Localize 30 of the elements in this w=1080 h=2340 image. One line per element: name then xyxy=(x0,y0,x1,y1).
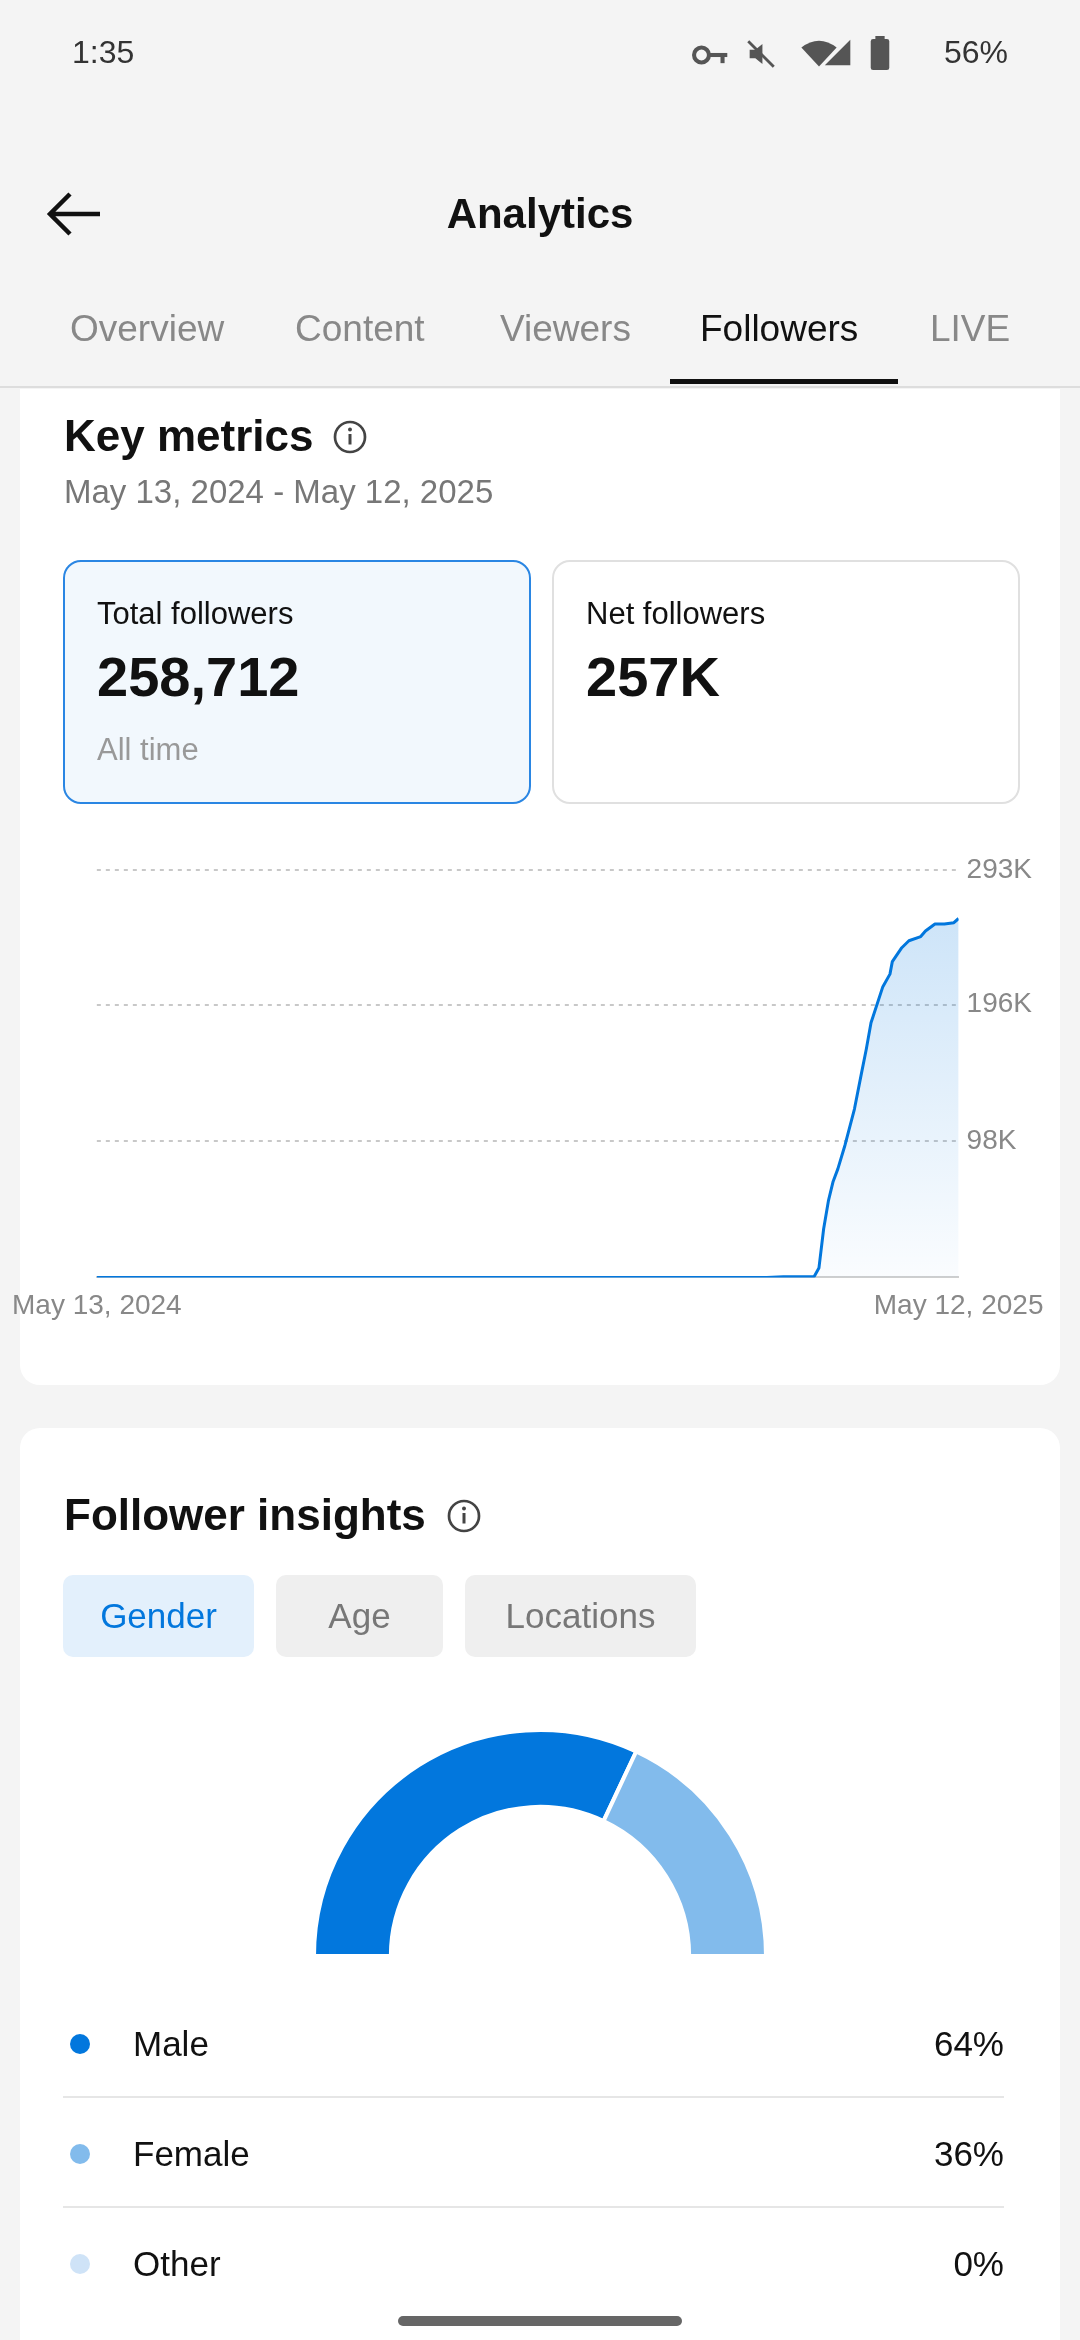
chart-subtitle: May 13, 2024 - May 12, 2025 xyxy=(64,473,494,511)
y-tick-label: 196K xyxy=(966,987,1033,1019)
text: Locations xyxy=(465,1575,696,1657)
text: Age xyxy=(276,1575,443,1657)
legend-label: Male xyxy=(133,2024,209,2064)
text: Followers xyxy=(700,308,859,350)
text: Analytics xyxy=(445,190,635,238)
text: 257K xyxy=(586,644,720,709)
y-tick-label: 98K xyxy=(966,1123,1017,1155)
x-tick-label: May 12, 2025 xyxy=(873,1288,1044,1320)
text: Total followers xyxy=(97,596,294,632)
text: 258,712 xyxy=(97,644,300,709)
data-label: 64% xyxy=(933,2024,1004,2064)
chart-title: Key metrics xyxy=(64,411,314,461)
text: Overview xyxy=(70,308,225,350)
text: Content xyxy=(295,308,425,350)
x-tick-label: May 13, 2024 xyxy=(12,1288,182,1320)
data-label: 36% xyxy=(933,2134,1004,2174)
text: 56% xyxy=(943,34,1008,71)
legend-label: Female xyxy=(133,2134,250,2174)
text: 0% xyxy=(953,2244,1004,2283)
text: Viewers xyxy=(500,308,631,350)
y-tick-label: 293K xyxy=(966,852,1033,884)
text: LIVE xyxy=(930,308,1011,350)
chart-title: Follower insights xyxy=(64,1490,426,1540)
text: 1:35 xyxy=(72,34,135,71)
text: Gender xyxy=(63,1575,254,1657)
legend-label: Other xyxy=(133,2244,221,2284)
text: Net followers xyxy=(586,596,766,632)
text: All time xyxy=(97,732,199,768)
